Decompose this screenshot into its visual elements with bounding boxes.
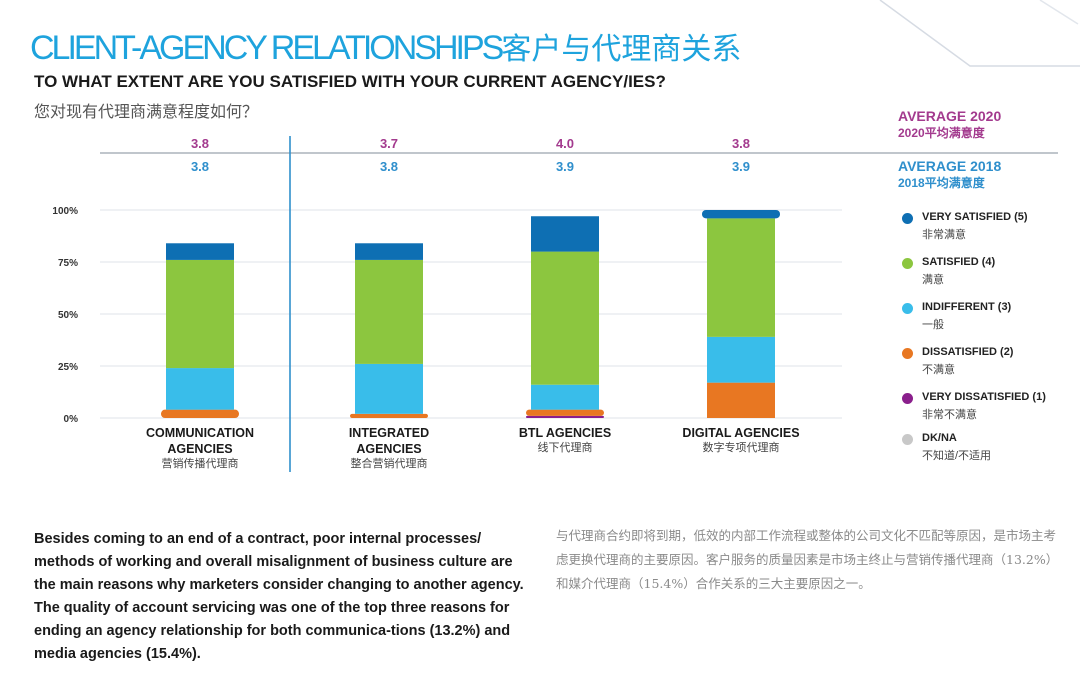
legend-label: DK/NA: [922, 432, 957, 444]
legend-label-cn: 不满意: [922, 364, 955, 376]
question-cn: 您对现有代理商满意程度如何？: [34, 104, 259, 121]
average-2018-value: 3.8: [191, 159, 209, 174]
legend-label: INDIFFERENT (3): [922, 301, 1012, 313]
bar-segment: [355, 259, 423, 364]
bar-segment: [531, 384, 599, 410]
legend-marker: [902, 434, 913, 445]
bar-segment: [350, 413, 428, 418]
bar-segment: [531, 251, 599, 385]
average-2020-label: AVERAGE 2020: [898, 108, 1002, 124]
bar-segment: [707, 382, 775, 418]
page-title: CLIENT-AGENCY RELATIONSHIPS客户与代理商关系: [30, 24, 741, 68]
category-label-cn: 数字专项代理商: [703, 440, 780, 454]
bar-segment: [707, 218, 775, 337]
category-label: AGENCIES: [167, 442, 232, 456]
body-text-cn: 与代理商合约即将到期，低效的内部工作流程或整体的公司文化不匹配等原因，是市场主考…: [556, 528, 1057, 591]
legend-label: VERY DISSATISFIED (1): [922, 391, 1046, 403]
legend-label-cn: 非常不满意: [922, 409, 977, 421]
legend-label: VERY SATISFIED (5): [922, 211, 1028, 223]
legend-marker: [902, 258, 913, 269]
bar-segment: [526, 409, 604, 416]
y-tick-label: 50%: [58, 310, 78, 321]
bar-segment: [702, 210, 780, 219]
average-2018-label-cn: 2018平均满意度: [898, 176, 985, 190]
category-label-cn: 整合营销代理商: [351, 456, 428, 470]
bar-segment: [707, 336, 775, 383]
average-2018-legend: AVERAGE 2018 2018平均满意度: [898, 158, 1068, 191]
average-2020-value: 4.0: [556, 136, 574, 151]
average-2018-value: 3.8: [380, 159, 398, 174]
question-en: TO WHAT EXTENT ARE YOU SATISFIED WITH YO…: [34, 72, 666, 91]
legend-label: SATISFIED (4): [922, 256, 996, 268]
legend-label-cn: 非常满意: [922, 229, 966, 241]
legend-label: DISSATISFIED (2): [922, 346, 1014, 358]
bar-segment: [355, 363, 423, 414]
y-tick-label: 0%: [64, 414, 79, 425]
average-2018-value: 3.9: [732, 159, 750, 174]
body-text-en: Besides coming to an end of a contract, …: [34, 531, 524, 662]
average-2020-value: 3.8: [732, 136, 750, 151]
category-label: BTL AGENCIES: [519, 426, 611, 440]
category-label: AGENCIES: [356, 442, 421, 456]
page-title-en: CLIENT-AGENCY RELATIONSHIPS: [30, 29, 504, 67]
satisfaction-chart: 100% 75% 50% 25% 0% 3.8 3.8 COMMUNICATION AGENCI…: [52, 136, 1058, 472]
category-label: COMMUNICATION: [146, 426, 254, 440]
legend-marker: [902, 213, 913, 224]
average-2020-legend: AVERAGE 2020 2020平均满意度: [898, 108, 1068, 141]
legend-label-cn: 不知道/不适用: [922, 450, 992, 462]
legend-marker: [902, 303, 913, 314]
bar-segment: [526, 415, 604, 418]
y-tick-label: 75%: [58, 258, 78, 269]
average-2018-label: AVERAGE 2018: [898, 158, 1002, 174]
bar-segment: [166, 368, 234, 410]
category-label-cn: 营销传播代理商: [162, 456, 239, 470]
bar-segment: [166, 259, 234, 369]
bar-segment: [161, 409, 239, 418]
page-title-cn: 客户与代理商关系: [501, 33, 742, 66]
legend-marker: [902, 348, 913, 359]
legend-marker: [902, 393, 913, 404]
y-tick-label: 25%: [58, 362, 78, 373]
category-label: DIGITAL AGENCIES: [682, 426, 799, 440]
legend-label-cn: 一般: [922, 319, 944, 331]
category-label-cn: 线下代理商: [538, 440, 593, 454]
y-tick-label: 100%: [52, 206, 78, 217]
average-2020-value: 3.7: [380, 136, 398, 151]
legend-label-cn: 满意: [922, 274, 944, 286]
average-2018-value: 3.9: [556, 159, 574, 174]
bar-segment: [531, 216, 599, 252]
average-2020-value: 3.8: [191, 136, 209, 151]
bar-segment: [355, 243, 423, 260]
category-label: INTEGRATED: [349, 426, 429, 440]
average-2020-label-cn: 2020平均满意度: [898, 126, 985, 140]
bar-segment: [166, 243, 234, 260]
